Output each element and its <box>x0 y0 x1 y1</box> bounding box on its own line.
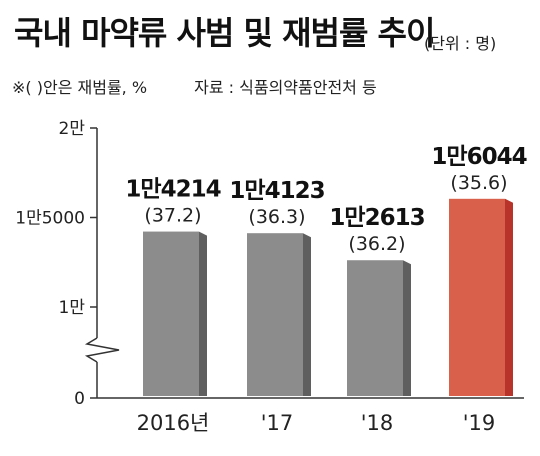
bar <box>347 260 403 396</box>
y-tick-label: 1만 <box>59 298 86 318</box>
source-note: 자료 : 식품의약품안전처 등 <box>194 78 377 97</box>
bar-rate-label: (36.3) <box>248 206 305 228</box>
bar-rate-label: (36.2) <box>348 233 405 255</box>
bar-value-label: 1만6044 <box>431 144 526 170</box>
bar <box>143 231 199 396</box>
bar-value-label: 1만2613 <box>329 205 424 231</box>
bar-side <box>403 260 411 396</box>
x-tick-label: '18 <box>361 411 394 435</box>
bar-value-label: 1만4123 <box>229 178 324 204</box>
x-tick-label: 2016년 <box>137 411 210 435</box>
axis-break <box>84 337 120 363</box>
chart-title: 국내 마약류 사범 및 재범률 추이 <box>14 14 435 52</box>
bar-rate-label: (37.2) <box>144 205 201 227</box>
bar-side <box>303 233 311 396</box>
x-tick-label: '19 <box>463 411 496 435</box>
unit-label: (단위 : 명) <box>424 34 497 53</box>
x-tick-label: '17 <box>261 411 294 435</box>
bar-rate-label: (35.6) <box>450 172 507 194</box>
rate-note: ※( )안은 재범률, % <box>12 78 148 97</box>
bar-side <box>199 231 207 396</box>
y-tick-label: 1만5000 <box>15 209 85 229</box>
y-tick-label: 2만 <box>59 119 86 139</box>
bar-side <box>505 198 513 396</box>
bar-value-label: 1만4214 <box>125 177 220 203</box>
bar <box>449 198 505 396</box>
y-tick-label: 0 <box>74 389 85 409</box>
bar <box>247 233 303 396</box>
chart-notes: ※( )안은 재범률, % 자료 : 식품의약품안전처 등 <box>12 74 377 98</box>
